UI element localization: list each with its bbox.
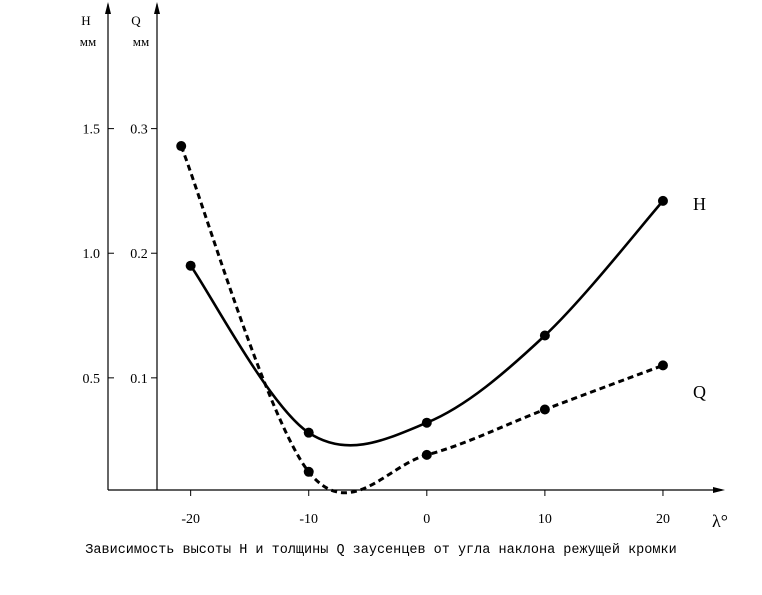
q-axis-ticks: 0.1 0.2 0.3 (130, 123, 157, 387)
data-point-h (185, 260, 196, 271)
q-axis-arrow (154, 2, 160, 14)
h-axis-unit: мм (80, 34, 96, 49)
x-tick-label: -20 (181, 512, 200, 527)
q-tick-label: 0.3 (130, 123, 148, 138)
h-tick-label: 0.5 (83, 372, 101, 387)
series-line-q (179, 145, 664, 495)
x-axis-ticks: -20 -10 0 10 20 (181, 490, 670, 527)
x-tick-label: 0 (423, 512, 430, 527)
series-layer (176, 141, 668, 495)
q-tick-label: 0.2 (130, 247, 148, 262)
h-tick-label: 1.0 (83, 247, 101, 262)
h-axis-title: H (81, 13, 90, 28)
q-axis-unit: мм (133, 34, 149, 49)
data-point-q (421, 449, 432, 460)
data-point-h (657, 195, 668, 206)
x-tick-label: 20 (656, 512, 670, 527)
x-tick-label: -10 (299, 512, 318, 527)
data-point-h (421, 417, 432, 428)
h-axis-ticks: 0.5 1.0 1.5 (83, 123, 114, 387)
x-axis-arrow (713, 487, 725, 493)
data-point-q (176, 141, 187, 152)
figure-caption: Зависимость высоты H и толщины Q заусенц… (85, 543, 677, 558)
data-point-q (539, 404, 550, 415)
q-tick-label: 0.1 (130, 372, 148, 387)
series-label-h: H (693, 194, 706, 214)
q-axis-title: Q (131, 13, 141, 28)
data-point-q (657, 360, 668, 371)
h-tick-label: 1.5 (83, 123, 101, 138)
x-axis-label: λ° (712, 511, 728, 531)
series-label-q: Q (693, 382, 706, 402)
data-point-h (539, 330, 550, 341)
series-line-h (189, 200, 664, 447)
h-axis-arrow (105, 2, 111, 14)
x-tick-label: 10 (538, 512, 552, 527)
data-point-h (303, 427, 314, 438)
data-point-q (303, 466, 314, 477)
